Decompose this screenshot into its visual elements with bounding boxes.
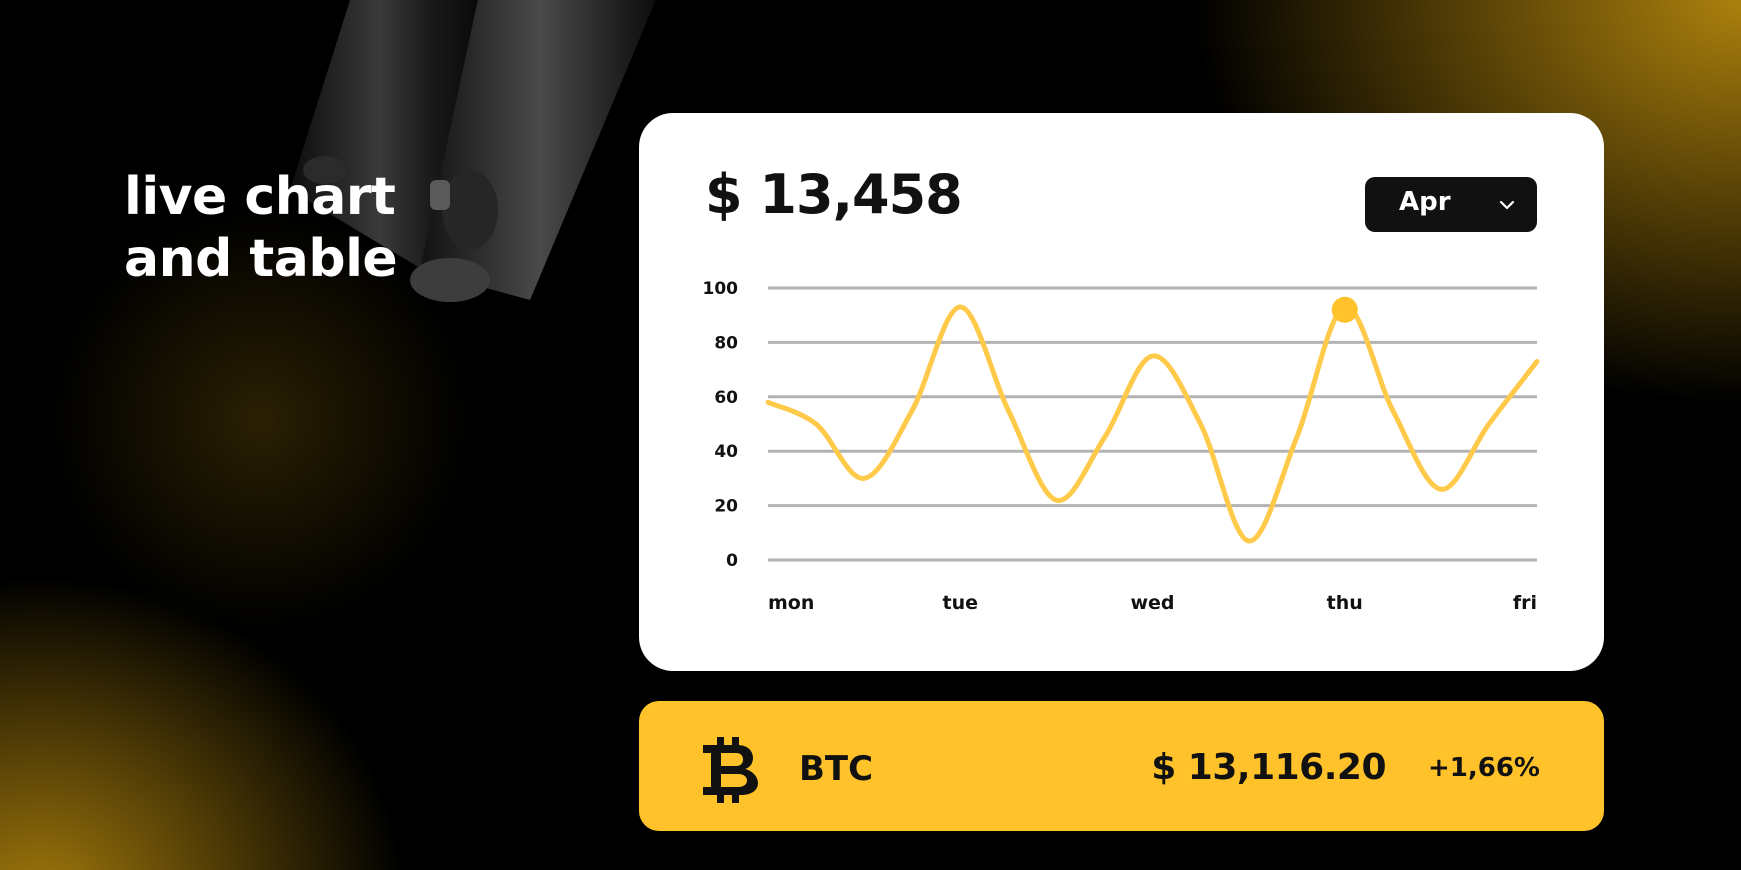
- y-tick-label: 80: [714, 333, 738, 353]
- y-tick-label: 60: [714, 388, 738, 408]
- x-tick-label: mon: [768, 592, 814, 614]
- device-illustration: [290, 0, 656, 302]
- chart-price: $ 13,458: [705, 163, 963, 226]
- ticker-price: $ 13,116.20: [1151, 747, 1386, 788]
- headline: live chart and table: [124, 166, 398, 290]
- series-line-price: [765, 304, 1540, 544]
- ticker-change: +1,66%: [1428, 753, 1540, 783]
- ticker-symbol: BTC: [799, 749, 874, 789]
- bitcoin-icon: [703, 737, 758, 803]
- headline-line-1: live chart: [124, 167, 396, 227]
- x-tick-label: wed: [1130, 592, 1174, 614]
- chart-card: $ 13,458 Apr 0 20 40 60 80 100 mon tue wed thu fri: [639, 113, 1604, 671]
- y-tick-label: 20: [714, 497, 738, 517]
- month-select[interactable]: Apr: [1365, 177, 1537, 232]
- x-tick-label: thu: [1327, 592, 1363, 614]
- highlight-point[interactable]: [1331, 296, 1358, 323]
- month-select-value: Apr: [1399, 187, 1451, 217]
- ticker-row[interactable]: BTC $ 13,116.20 +1,66%: [639, 701, 1604, 831]
- y-tick-label: 100: [703, 279, 739, 299]
- chevron-down-icon: [1499, 200, 1515, 210]
- x-tick-label: fri: [1513, 592, 1537, 614]
- headline-line-2: and table: [124, 229, 398, 289]
- line-chart: 0 20 40 60 80 100 mon tue wed thu fri: [703, 279, 1540, 614]
- x-tick-label: tue: [943, 592, 979, 614]
- y-tick-label: 0: [726, 551, 738, 571]
- y-tick-label: 40: [714, 442, 738, 462]
